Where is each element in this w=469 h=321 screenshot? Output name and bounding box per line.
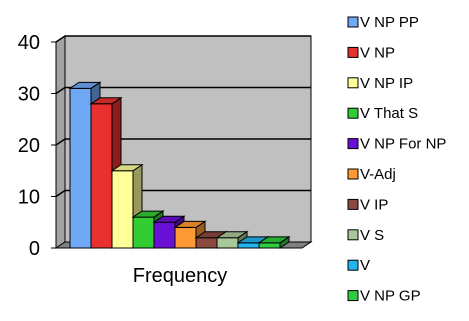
bars bbox=[68, 81, 291, 249]
legend-swatch bbox=[347, 107, 359, 119]
bar-front bbox=[132, 216, 155, 249]
bar-top bbox=[89, 97, 123, 105]
legend-label: V bbox=[360, 257, 370, 274]
legend-item: V NP PP bbox=[347, 14, 419, 31]
legend-label: V NP bbox=[360, 44, 395, 61]
legend-swatch bbox=[347, 229, 359, 241]
legend-item: V NP GP bbox=[347, 288, 421, 305]
legend-swatch bbox=[347, 168, 359, 180]
legend-swatch bbox=[347, 77, 359, 89]
bar-top bbox=[152, 215, 186, 223]
bar-front bbox=[153, 221, 176, 249]
bar-top bbox=[215, 231, 249, 239]
legend-label: V IP bbox=[360, 196, 388, 213]
legend-item: V NP bbox=[347, 44, 395, 61]
x-axis: Frequency bbox=[56, 247, 302, 287]
bar-top bbox=[131, 210, 165, 218]
bar-front bbox=[195, 237, 218, 249]
legend-swatch bbox=[347, 290, 359, 302]
bar-front bbox=[216, 237, 239, 249]
legend-swatch bbox=[347, 46, 359, 58]
legend-item: V-Adj bbox=[347, 166, 396, 183]
x-category-label: Frequency bbox=[133, 265, 228, 287]
legend-label: V NP GP bbox=[360, 288, 421, 305]
legend-item: V bbox=[347, 257, 370, 274]
bar-v-np-for-np bbox=[152, 215, 186, 249]
bar-front bbox=[174, 226, 197, 249]
gridline bbox=[55, 189, 311, 198]
bar-top bbox=[257, 236, 291, 244]
legend-item: V S bbox=[347, 227, 384, 244]
bar-front bbox=[90, 103, 113, 249]
legend-item: V NP For NP bbox=[347, 136, 446, 153]
bar-top bbox=[68, 81, 102, 89]
legend-swatch bbox=[347, 16, 359, 28]
legend-swatch bbox=[347, 198, 359, 210]
y-tick-label: 0 bbox=[29, 238, 40, 260]
bar-front bbox=[237, 242, 260, 249]
y-tick-label: 20 bbox=[18, 135, 40, 157]
gridline bbox=[55, 86, 311, 95]
legend-label: V NP For NP bbox=[360, 136, 446, 153]
legend-swatch bbox=[347, 138, 359, 150]
legend-item: V NP IP bbox=[347, 75, 413, 92]
legend-item: V That S bbox=[347, 105, 418, 122]
legend-label: V NP PP bbox=[360, 14, 419, 31]
legend-label: V S bbox=[360, 227, 384, 244]
gridline bbox=[55, 138, 311, 146]
bar-front bbox=[111, 170, 134, 249]
bar-top bbox=[110, 164, 144, 172]
y-tick-label: 30 bbox=[18, 84, 40, 106]
legend-label: V That S bbox=[360, 105, 418, 122]
legend-swatch bbox=[347, 259, 359, 271]
bar-front bbox=[258, 242, 281, 249]
legend-label: V NP IP bbox=[360, 75, 413, 92]
y-axis: 0 10 20 30 40 bbox=[18, 32, 57, 260]
legend-item: V IP bbox=[347, 196, 388, 213]
y-tick-label: 10 bbox=[18, 187, 40, 209]
bar-top bbox=[173, 220, 207, 228]
gridline bbox=[55, 35, 311, 43]
legend-label: V-Adj bbox=[360, 166, 396, 183]
legend: V NP PP V NP V NP IP V That S V NP For NP V-A… bbox=[347, 14, 446, 305]
bar-front bbox=[69, 87, 92, 249]
y-tick-label: 40 bbox=[18, 32, 40, 54]
